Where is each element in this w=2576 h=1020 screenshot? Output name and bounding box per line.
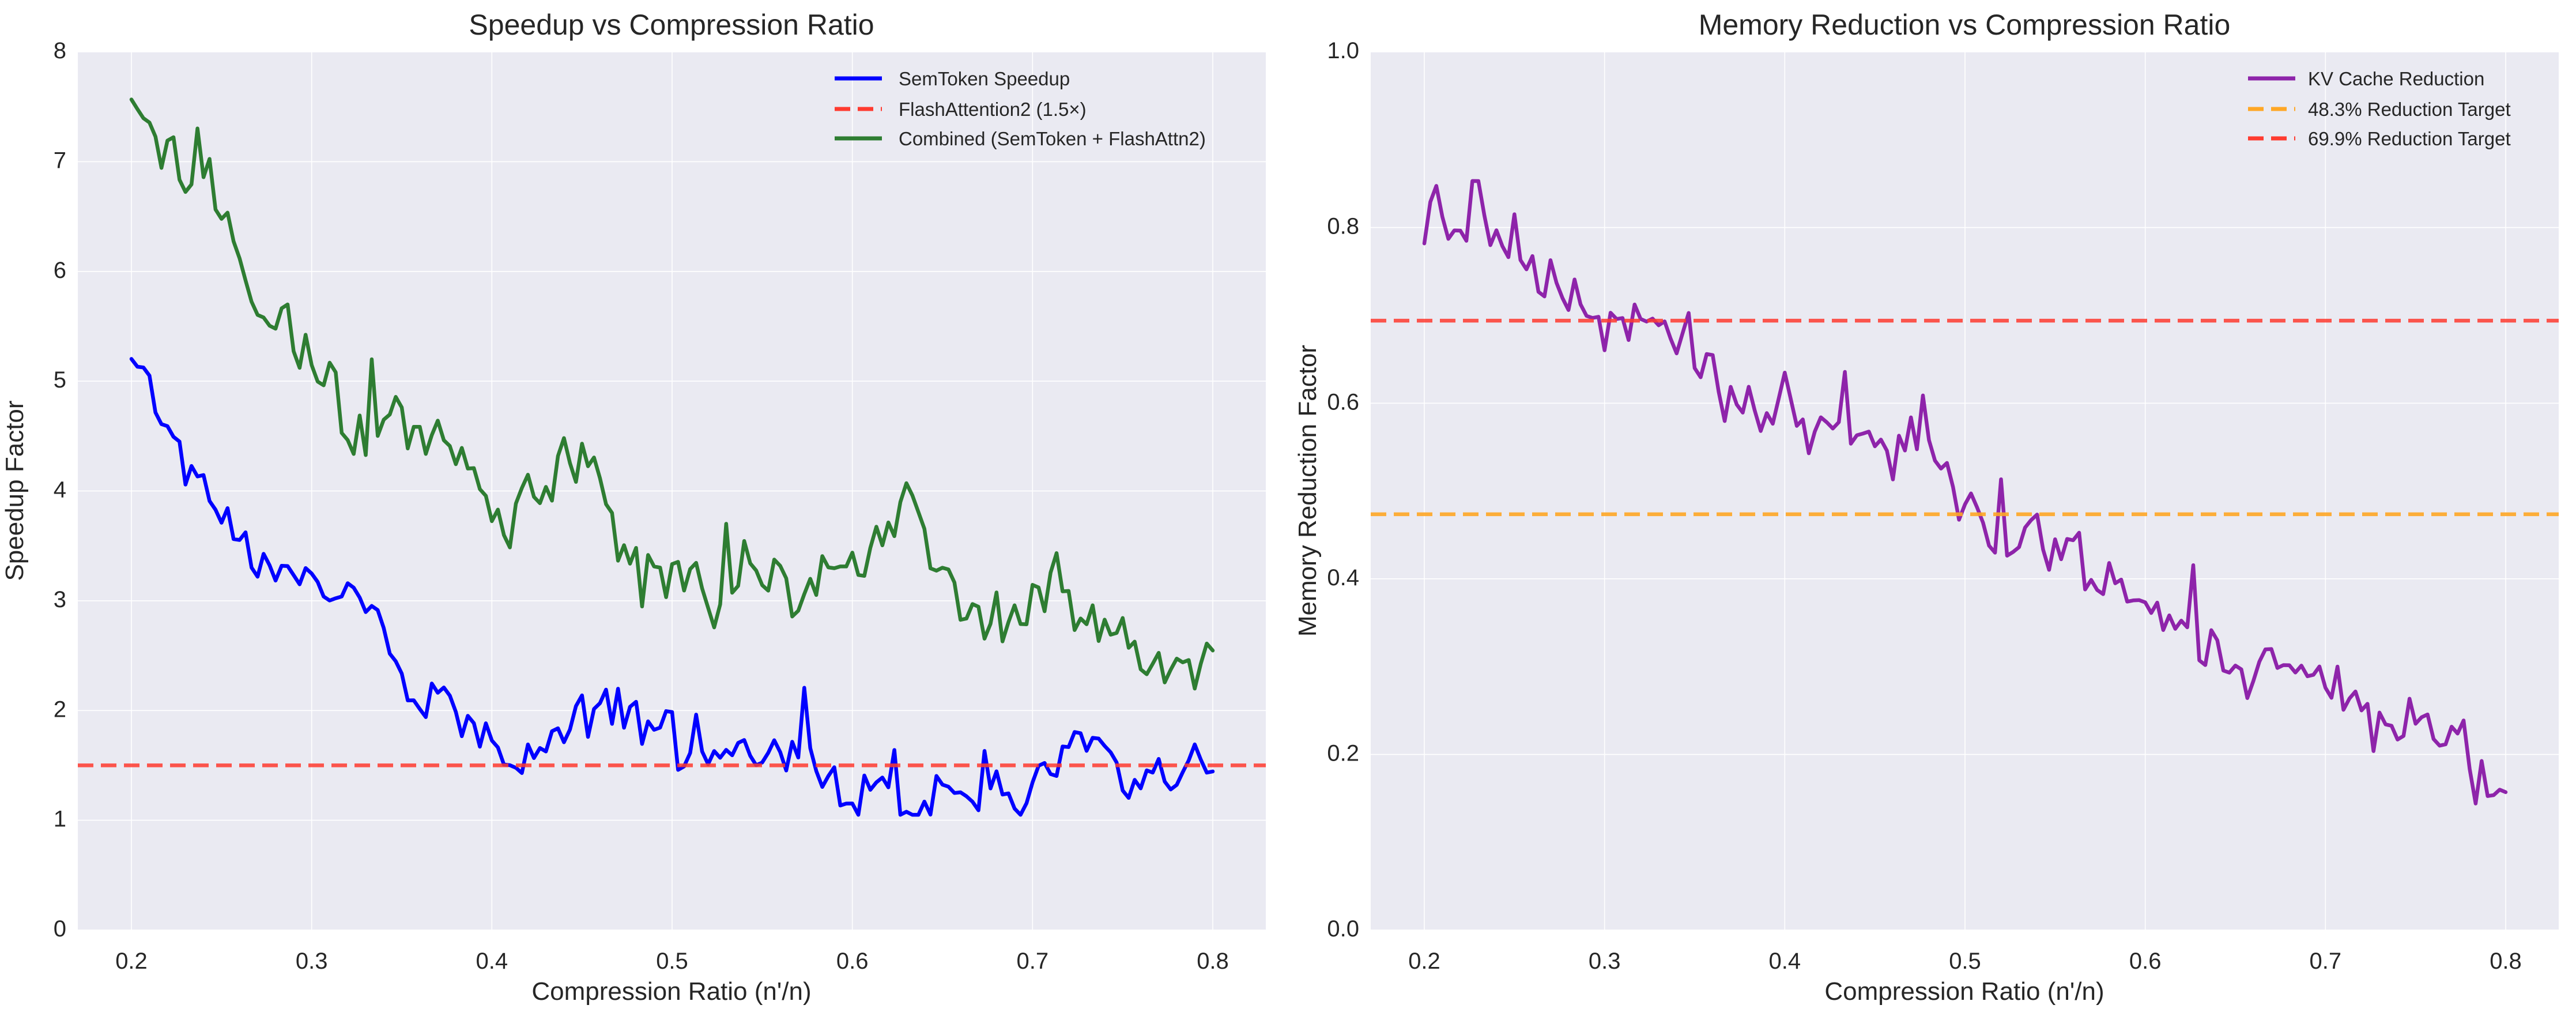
svg-text:8: 8 (54, 38, 66, 63)
svg-text:Compression Ratio (n'/n): Compression Ratio (n'/n) (531, 977, 811, 1006)
svg-text:Memory Reduction vs Compressio: Memory Reduction vs Compression Ratio (1699, 9, 2231, 41)
svg-text:0.5: 0.5 (656, 949, 688, 974)
svg-text:48.3% Reduction Target: 48.3% Reduction Target (2308, 99, 2511, 120)
svg-text:0.6: 0.6 (2129, 949, 2162, 974)
svg-text:3: 3 (54, 587, 66, 612)
svg-text:0.8: 0.8 (1197, 949, 1229, 974)
svg-text:7: 7 (54, 148, 66, 173)
svg-text:Speedup Factor: Speedup Factor (1, 400, 29, 581)
svg-text:0.4: 0.4 (1327, 565, 1359, 590)
svg-text:4: 4 (54, 477, 66, 503)
svg-text:0.8: 0.8 (1327, 214, 1359, 239)
svg-text:KV Cache Reduction: KV Cache Reduction (2308, 68, 2484, 89)
svg-text:0.3: 0.3 (296, 949, 328, 974)
svg-text:2: 2 (54, 697, 66, 722)
svg-text:1.0: 1.0 (1327, 38, 1359, 63)
svg-text:0.2: 0.2 (115, 949, 148, 974)
svg-text:SemToken Speedup: SemToken Speedup (899, 68, 1070, 89)
svg-text:0.6: 0.6 (1327, 389, 1359, 415)
svg-text:69.9% Reduction Target: 69.9% Reduction Target (2308, 128, 2511, 149)
svg-text:0.8: 0.8 (2490, 949, 2522, 974)
svg-text:Compression Ratio (n'/n): Compression Ratio (n'/n) (1824, 977, 2104, 1006)
svg-text:Combined (SemToken + FlashAttn: Combined (SemToken + FlashAttn2) (899, 128, 1206, 149)
svg-text:Speedup vs Compression Ratio: Speedup vs Compression Ratio (469, 9, 874, 41)
svg-text:6: 6 (54, 258, 66, 283)
svg-text:5: 5 (54, 367, 66, 393)
svg-text:0.0: 0.0 (1327, 916, 1359, 942)
svg-text:0.5: 0.5 (1949, 949, 1981, 974)
svg-text:0.3: 0.3 (1589, 949, 1621, 974)
svg-text:0: 0 (54, 916, 66, 942)
svg-text:FlashAttention2 (1.5×): FlashAttention2 (1.5×) (899, 99, 1087, 120)
svg-text:0.4: 0.4 (476, 949, 508, 974)
svg-text:1: 1 (54, 807, 66, 832)
svg-text:Memory Reduction Factor: Memory Reduction Factor (1293, 345, 1322, 637)
svg-text:0.4: 0.4 (1768, 949, 1801, 974)
svg-text:0.2: 0.2 (1327, 740, 1359, 766)
svg-text:0.7: 0.7 (1016, 949, 1048, 974)
svg-text:0.2: 0.2 (1408, 949, 1440, 974)
svg-text:0.7: 0.7 (2309, 949, 2341, 974)
svg-text:0.6: 0.6 (836, 949, 869, 974)
